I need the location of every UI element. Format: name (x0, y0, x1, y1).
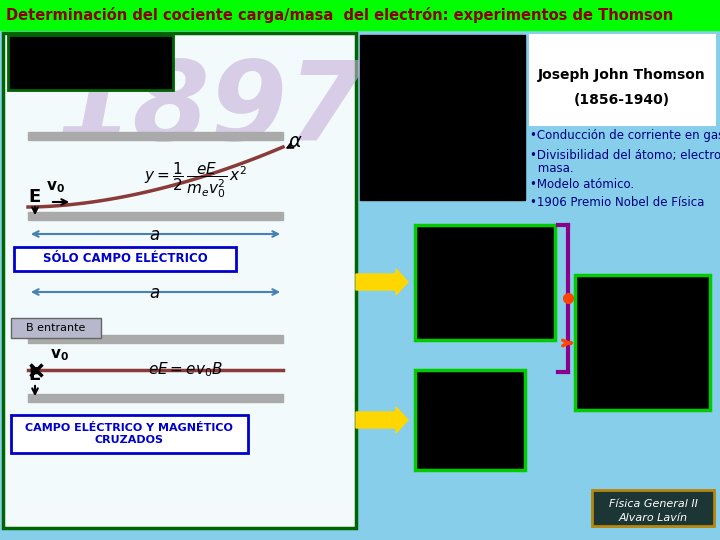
Text: $\mathbf{v_0}$: $\mathbf{v_0}$ (46, 179, 65, 195)
FancyBboxPatch shape (11, 415, 248, 453)
Bar (415, 370, 525, 470)
Bar (575, 275, 710, 410)
Text: $\mathbf{E}$: $\mathbf{E}$ (28, 366, 41, 384)
Bar (415, 370, 525, 470)
Text: •Divisibilidad del átomo; electrones; cociente carga: •Divisibilidad del átomo; electrones; co… (530, 148, 720, 161)
Text: $\mathbf{E}$: $\mathbf{E}$ (28, 188, 41, 206)
Text: $\mathbf{v_0}$: $\mathbf{v_0}$ (50, 347, 69, 363)
Bar (8, 35, 173, 90)
Text: masa.: masa. (534, 161, 574, 174)
Bar (415, 225, 555, 340)
Text: Alvaro Lavín: Alvaro Lavín (618, 513, 688, 523)
Bar (28, 394, 283, 402)
Text: $eE = ev_0B$: $eE = ev_0B$ (148, 361, 222, 379)
Bar (592, 490, 714, 526)
Bar (28, 212, 283, 220)
FancyBboxPatch shape (14, 247, 236, 271)
Text: Determinación del cociente carga/masa  del electrón: experimentos de Thomson: Determinación del cociente carga/masa de… (6, 7, 673, 23)
Bar (28, 335, 283, 343)
Bar (592, 490, 714, 526)
Text: •1906 Premio Nobel de Física: •1906 Premio Nobel de Física (530, 195, 704, 208)
FancyArrow shape (356, 269, 408, 295)
Bar (360, 35, 525, 200)
Text: $a$: $a$ (150, 284, 161, 302)
Bar (28, 132, 283, 140)
FancyBboxPatch shape (11, 318, 101, 338)
Text: $\alpha$: $\alpha$ (288, 132, 302, 151)
Text: Física General II: Física General II (608, 499, 698, 509)
Bar (3, 33, 356, 528)
Bar (575, 275, 710, 410)
Text: CAMPO ELÉCTRICO Y MAGNÉTICO
CRUZADOS: CAMPO ELÉCTRICO Y MAGNÉTICO CRUZADOS (25, 423, 233, 445)
Bar (8, 35, 173, 90)
Text: 1897: 1897 (55, 57, 365, 164)
Bar (530, 35, 715, 125)
Text: $y = \dfrac{1}{2}\,\dfrac{eE}{m_e v_0^2}\,x^2$: $y = \dfrac{1}{2}\,\dfrac{eE}{m_e v_0^2}… (143, 160, 246, 200)
Text: Joseph John Thomson: Joseph John Thomson (538, 68, 706, 82)
Text: $a$: $a$ (150, 226, 161, 244)
Text: SÓLO CAMPO ELÉCTRICO: SÓLO CAMPO ELÉCTRICO (42, 253, 207, 266)
Text: •Modelo atómico.: •Modelo atómico. (530, 179, 634, 192)
FancyArrow shape (356, 407, 408, 433)
Bar (0, 0, 720, 30)
Text: (1856-1940): (1856-1940) (574, 93, 670, 107)
Text: •Conducción de corriente en gases.: •Conducción de corriente en gases. (530, 129, 720, 141)
Bar (415, 225, 555, 340)
Bar (3, 33, 356, 528)
Text: B entrante: B entrante (27, 323, 86, 333)
